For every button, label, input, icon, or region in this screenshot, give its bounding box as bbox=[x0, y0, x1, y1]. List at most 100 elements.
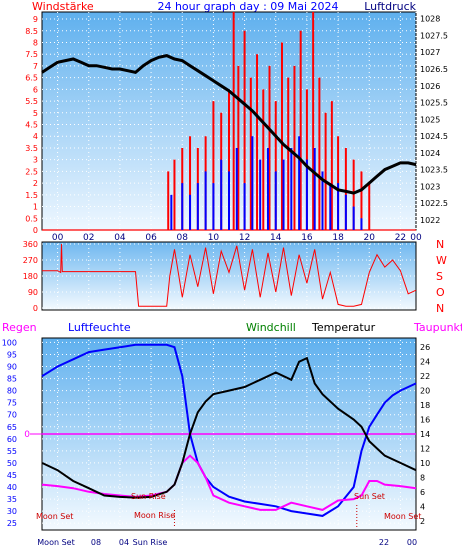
annotation-moon-rise: Moon Rise bbox=[134, 511, 175, 520]
y-left-tick-label: 0 bbox=[33, 304, 38, 313]
header-center: 24 hour graph day : 09 Mai 2024 bbox=[157, 0, 338, 13]
y-left-tick-label: 1 bbox=[33, 203, 38, 212]
y-left-tick-label: 25 bbox=[7, 519, 17, 528]
y-left-tick-label: 55 bbox=[7, 447, 17, 456]
header-right: Luftdruck bbox=[364, 0, 416, 13]
y-left-tick-label: 7 bbox=[33, 62, 38, 71]
y-left-tick-label: 30 bbox=[7, 507, 17, 516]
y-left-tick-label: 60 bbox=[7, 435, 17, 444]
bottom-tick-label: 00 bbox=[407, 538, 417, 547]
y-left-tick-label: 3.5 bbox=[25, 144, 38, 153]
x-tick-label: 04 bbox=[114, 233, 126, 243]
y-right-tick-label: 8 bbox=[420, 473, 425, 482]
y-right-tick-label: 1028 bbox=[420, 15, 440, 24]
y-left-tick-label: 9 bbox=[33, 15, 38, 24]
label-luftfeuchte: Luftfeuchte bbox=[68, 321, 131, 334]
y-left-tick-label: 180 bbox=[23, 272, 38, 281]
y-left-tick-label: 270 bbox=[23, 256, 38, 265]
y-left-tick-label: 2.5 bbox=[25, 167, 38, 176]
y-right-tick-label: 1027 bbox=[420, 48, 440, 57]
y-left-tick-label: 6 bbox=[33, 85, 38, 94]
y-left-tick-label: 3 bbox=[33, 156, 38, 165]
y-right-tick-label: 1027.5 bbox=[420, 31, 448, 40]
bottom-tick-label: 04 bbox=[119, 538, 129, 547]
y-right-tick-label: 12 bbox=[420, 444, 430, 453]
x-tick-label: 12 bbox=[239, 233, 250, 243]
y-right-tick-label: 24 bbox=[420, 358, 430, 367]
y-left-tick-label: 5.5 bbox=[25, 97, 38, 106]
y-right-tick-label: 1025 bbox=[420, 115, 440, 124]
y-left-tick-label: 70 bbox=[7, 411, 17, 420]
y-left-tick-label: 35 bbox=[7, 495, 17, 504]
y-left-tick-label: 40 bbox=[7, 483, 17, 492]
y-left-tick-label: 65 bbox=[7, 423, 17, 432]
y-left-tick-label: 8 bbox=[33, 38, 38, 47]
x-tick-label: 00 bbox=[52, 233, 64, 243]
annotation-moon-set-2: Moon Set bbox=[384, 512, 421, 521]
annotation-sun-rise: Sun Rise bbox=[131, 492, 166, 501]
y-right-tick-label: 4 bbox=[420, 502, 425, 511]
annotation-moon-set: Moon Set bbox=[36, 512, 73, 521]
y-left-tick-label: 4.5 bbox=[25, 121, 38, 130]
y-left-tick-label: 0 bbox=[33, 226, 38, 235]
y-right-tick-label: 1023.5 bbox=[420, 166, 448, 175]
y-right-tick-label: 10 bbox=[420, 459, 430, 468]
rain-tick-label: 0 bbox=[24, 430, 30, 440]
y-right-tick-label: 1022 bbox=[420, 216, 440, 225]
y-left-tick-label: 100 bbox=[2, 338, 17, 347]
humidity-line bbox=[41, 343, 417, 517]
label-windchill: Windchill bbox=[246, 321, 296, 334]
pressure-line bbox=[41, 54, 417, 195]
dewpoint-line bbox=[41, 454, 417, 511]
x-tick-label: 10 bbox=[208, 233, 220, 243]
bottom-tick-label: 08 bbox=[91, 538, 101, 547]
y-left-tick-label: 360 bbox=[23, 240, 38, 249]
y-left-tick-label: 7.5 bbox=[25, 50, 38, 59]
x-tick-label: 18 bbox=[332, 233, 344, 243]
y-left-tick-label: 90 bbox=[28, 288, 38, 297]
x-tick-label: 14 bbox=[270, 233, 282, 243]
y-left-tick-label: 5 bbox=[33, 109, 38, 118]
y-right-tick-label: 16 bbox=[420, 416, 430, 425]
y-right-tick-label: 1026.5 bbox=[420, 65, 448, 74]
y-left-tick-label: 50 bbox=[7, 459, 17, 468]
y-left-tick-label: 90 bbox=[7, 363, 17, 372]
y-left-tick-label: 4 bbox=[33, 132, 38, 141]
temperature-line bbox=[41, 356, 417, 499]
y-right-tick-label: 1024 bbox=[420, 149, 440, 158]
bottom-tick-label: Moon Set bbox=[37, 538, 74, 547]
y-left-tick-label: 45 bbox=[7, 471, 17, 480]
y-left-tick-label: 6.5 bbox=[25, 74, 38, 83]
y-right-tick-label: 1022.5 bbox=[420, 199, 448, 208]
compass-label: O bbox=[436, 286, 445, 299]
label-temperatur: Temperatur bbox=[311, 321, 376, 334]
y-right-tick-label: 1026 bbox=[420, 82, 440, 91]
y-left-tick-label: 95 bbox=[7, 350, 17, 359]
header-left: Windstärke bbox=[32, 0, 94, 13]
compass-label: N bbox=[436, 302, 444, 315]
y-left-tick-label: 75 bbox=[7, 399, 17, 408]
y-left-tick-label: 1.5 bbox=[25, 191, 38, 200]
bottom-tick-label: Sun Rise bbox=[133, 538, 168, 547]
y-right-tick-label: 1024.5 bbox=[420, 132, 448, 141]
y-right-tick-label: 6 bbox=[420, 488, 425, 497]
x-tick-label: 20 bbox=[364, 233, 376, 243]
y-right-tick-label: 22 bbox=[420, 372, 430, 381]
bottom-tick-label: 22 bbox=[379, 538, 389, 547]
compass-label: N bbox=[436, 238, 444, 251]
x-tick-label: 16 bbox=[301, 233, 313, 243]
x-tick-label: 22 bbox=[395, 233, 406, 243]
wind-direction-line bbox=[42, 243, 417, 307]
y-right-tick-label: 18 bbox=[420, 401, 430, 410]
label-regen: Regen bbox=[2, 321, 37, 334]
x-tick-label: 08 bbox=[177, 233, 189, 243]
x-tick-label: 02 bbox=[83, 233, 94, 243]
y-right-tick-label: 1023 bbox=[420, 182, 440, 191]
y-right-tick-label: 26 bbox=[420, 343, 430, 352]
compass-label: W bbox=[436, 254, 447, 267]
y-left-tick-label: 85 bbox=[7, 375, 17, 384]
y-left-tick-label: 80 bbox=[7, 387, 17, 396]
y-right-tick-label: 14 bbox=[420, 430, 430, 439]
x-tick-label: 06 bbox=[145, 233, 157, 243]
